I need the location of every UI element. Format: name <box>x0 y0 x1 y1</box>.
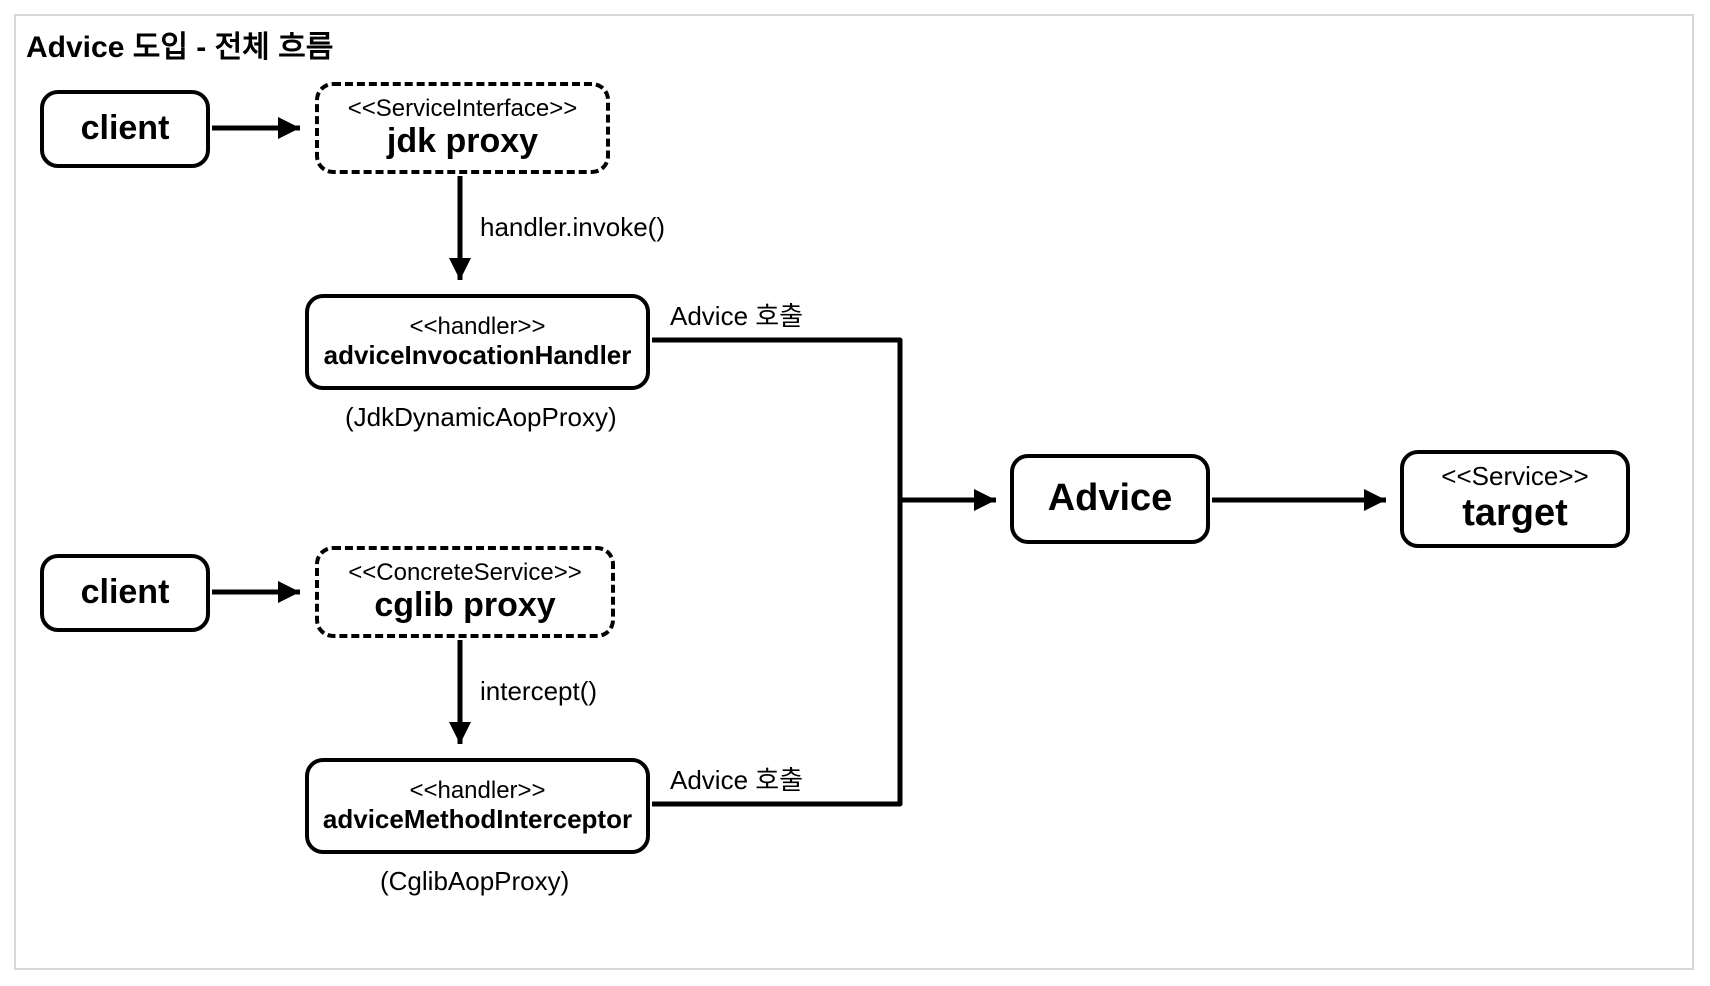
node-label: Advice <box>1048 477 1173 521</box>
node-stereotype: <<handler>> <box>409 777 545 805</box>
diagram-title: Advice 도입 - 전체 흐름 <box>26 22 333 66</box>
edge-label-handler-invoke: handler.invoke() <box>480 212 665 243</box>
edge-label-advice-call-1: Advice 호출 <box>670 296 803 333</box>
node-stereotype: <<handler>> <box>409 313 545 341</box>
node-stereotype: <<ServiceInterface>> <box>348 95 577 123</box>
node-label: cglib proxy <box>374 586 555 625</box>
caption-jdk-dynamic-aop-proxy: (JdkDynamicAopProxy) <box>345 402 617 433</box>
node-label: client <box>81 573 170 612</box>
node-client-2: client <box>40 554 210 632</box>
node-label: client <box>81 109 170 148</box>
node-stereotype: <<Service>> <box>1441 462 1588 492</box>
node-label: jdk proxy <box>387 122 538 161</box>
node-target: <<Service>>target <box>1400 450 1630 548</box>
node-label: target <box>1462 492 1568 536</box>
node-label: adviceMethodInterceptor <box>323 805 632 835</box>
node-advice-invocation-handler: <<handler>>adviceInvocationHandler <box>305 294 650 390</box>
node-advice: Advice <box>1010 454 1210 544</box>
edge-label-intercept: intercept() <box>480 676 597 707</box>
edge-label-advice-call-2: Advice 호출 <box>670 760 803 797</box>
node-stereotype: <<ConcreteService>> <box>348 559 581 587</box>
node-client-1: client <box>40 90 210 168</box>
node-cglib-proxy: <<ConcreteService>>cglib proxy <box>315 546 615 638</box>
node-label: adviceInvocationHandler <box>324 341 632 371</box>
node-jdk-proxy: <<ServiceInterface>>jdk proxy <box>315 82 610 174</box>
caption-cglib-aop-proxy: (CglibAopProxy) <box>380 866 569 897</box>
node-advice-method-interceptor: <<handler>>adviceMethodInterceptor <box>305 758 650 854</box>
